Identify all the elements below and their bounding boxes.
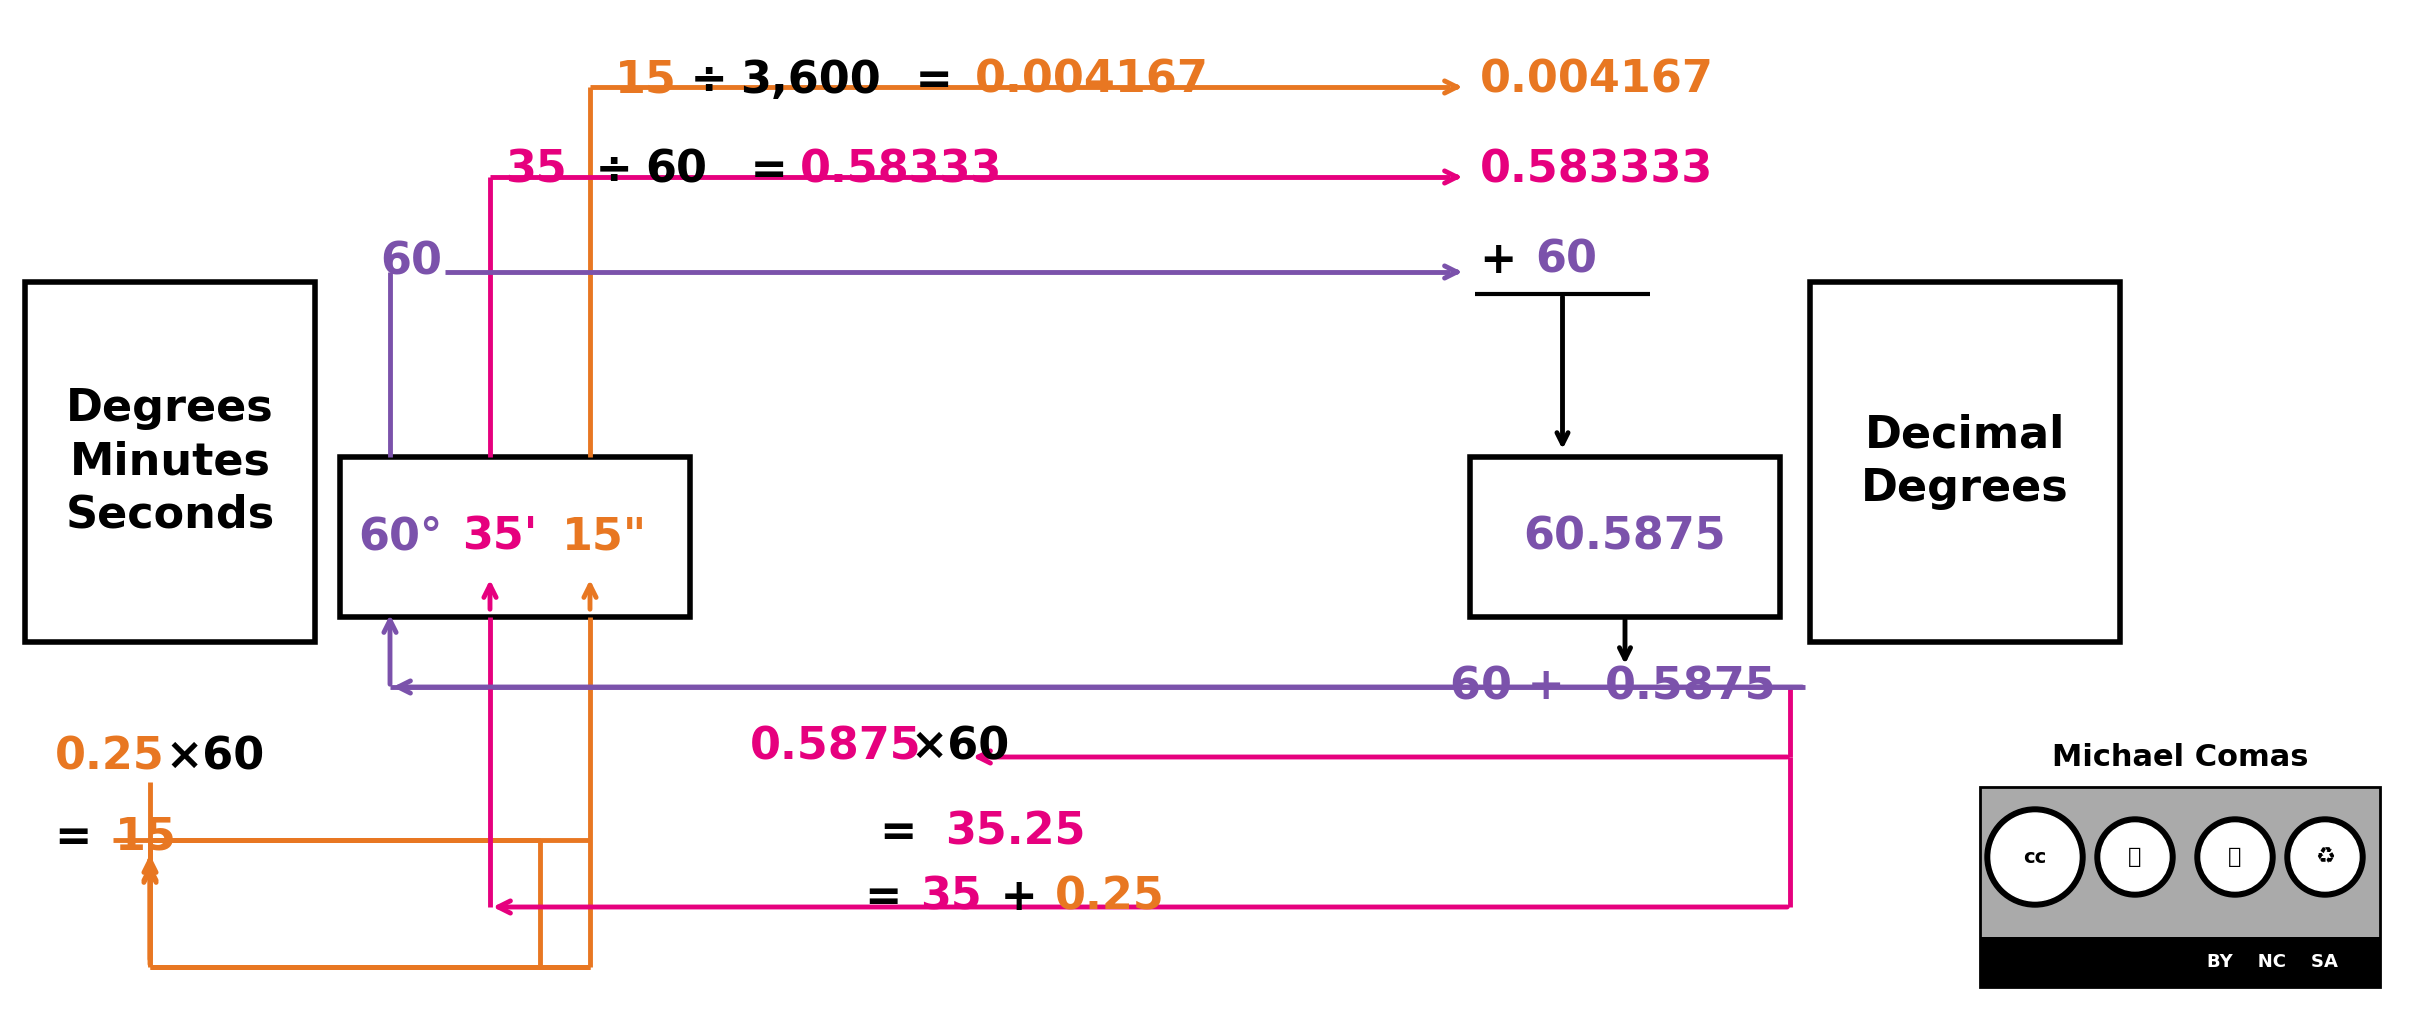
Text: 0.583333: 0.583333 (1479, 148, 1713, 191)
Text: ♻: ♻ (2314, 847, 2336, 867)
Circle shape (2102, 823, 2169, 891)
Circle shape (2196, 817, 2275, 897)
Text: 35.25: 35.25 (946, 810, 1086, 853)
Text: 0.5875: 0.5875 (750, 726, 922, 769)
FancyBboxPatch shape (1810, 282, 2121, 642)
Text: ×60: ×60 (164, 736, 265, 779)
Text: =: = (881, 810, 934, 853)
Text: 60 +: 60 + (1450, 665, 1581, 708)
FancyBboxPatch shape (24, 282, 316, 642)
Circle shape (1991, 812, 2080, 901)
Text: 35': 35' (461, 515, 538, 558)
Text: =: = (900, 58, 968, 101)
Text: 0.25: 0.25 (1054, 876, 1165, 919)
FancyBboxPatch shape (340, 457, 690, 617)
Circle shape (2201, 823, 2268, 891)
Text: 0.25: 0.25 (55, 736, 164, 779)
Text: Degrees
Minutes
Seconds: Degrees Minutes Seconds (65, 387, 275, 537)
Text: Michael Comas: Michael Comas (2051, 743, 2309, 772)
Text: 60°: 60° (357, 515, 442, 558)
Text: 35: 35 (919, 876, 982, 919)
Text: =: = (55, 816, 109, 858)
Text: 35: 35 (504, 148, 567, 191)
Text: =: = (736, 148, 804, 191)
Text: +: + (985, 876, 1054, 919)
Text: Ⓢ: Ⓢ (2227, 847, 2242, 867)
Text: 60: 60 (379, 240, 442, 283)
Text: 3,600: 3,600 (741, 58, 881, 101)
FancyBboxPatch shape (1981, 937, 2379, 987)
Text: 0.004167: 0.004167 (1479, 58, 1713, 101)
Text: ×60: ×60 (910, 726, 1009, 769)
Text: 15": 15" (562, 515, 647, 558)
Text: 60: 60 (644, 148, 707, 191)
Text: ÷: ÷ (579, 148, 649, 191)
Text: ÷: ÷ (676, 58, 743, 101)
Text: ⓘ: ⓘ (2128, 847, 2143, 867)
Text: 0.58333: 0.58333 (801, 148, 1001, 191)
Text: +: + (1479, 238, 1532, 281)
FancyBboxPatch shape (1470, 457, 1781, 617)
Text: 0.004167: 0.004167 (975, 58, 1209, 101)
Text: 15: 15 (615, 58, 678, 101)
Text: cc: cc (2025, 847, 2046, 867)
Circle shape (2290, 823, 2360, 891)
Text: 0.5875: 0.5875 (1605, 665, 1776, 708)
Circle shape (2094, 817, 2174, 897)
Text: 15: 15 (116, 816, 176, 858)
Text: 60: 60 (1535, 238, 1597, 281)
Text: 60.5875: 60.5875 (1523, 515, 1725, 558)
Text: =: = (864, 876, 917, 919)
Text: Decimal
Degrees: Decimal Degrees (1860, 414, 2068, 510)
Circle shape (2285, 817, 2365, 897)
Text: BY    NC    SA: BY NC SA (2205, 953, 2338, 971)
FancyBboxPatch shape (1981, 787, 2379, 987)
Circle shape (1986, 807, 2085, 907)
